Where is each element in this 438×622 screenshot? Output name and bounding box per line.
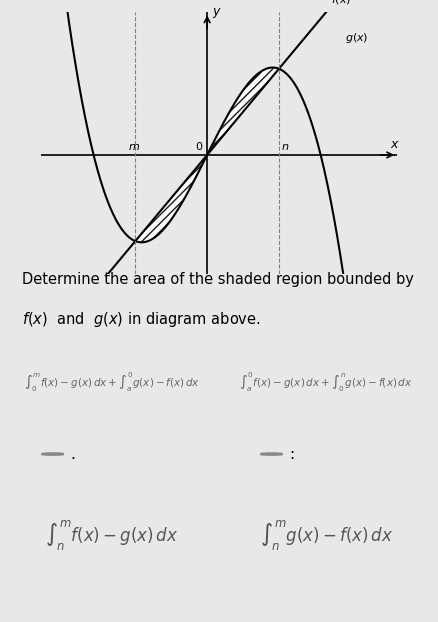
Circle shape [261,453,283,455]
Text: $\int_{0}^{m} f(x)-g(x)\,dx+\int_{a}^{0} g(x)-f(x)\,dx$: $\int_{0}^{m} f(x)-g(x)\,dx+\int_{a}^{0}… [24,370,200,394]
Text: $y$: $y$ [212,6,222,20]
Text: $m$: $m$ [128,142,140,152]
Text: $x$: $x$ [390,138,400,151]
Text: $\int_{n}^{m} f(x)-g(x)\,dx$: $\int_{n}^{m} f(x)-g(x)\,dx$ [45,518,178,552]
Circle shape [42,453,64,455]
Text: Determine the area of the shaded region bounded by: Determine the area of the shaded region … [22,272,414,287]
Text: $0$: $0$ [195,140,204,152]
Text: :: : [289,447,294,462]
Text: $f(x)$: $f(x)$ [331,0,351,6]
Text: $g(x)$: $g(x)$ [345,31,368,45]
Text: $f(x)$  and  $g(x)$ in diagram above.: $f(x)$ and $g(x)$ in diagram above. [22,310,261,329]
Text: $n$: $n$ [281,142,290,152]
Text: $\int_{a}^{0} f(x)-g(x)\,dx+\int_{0}^{n} g(x)-f(x)\,dx$: $\int_{a}^{0} f(x)-g(x)\,dx+\int_{0}^{n}… [240,370,413,394]
Text: $\int_{n}^{m} g(x)-f(x)\,dx$: $\int_{n}^{m} g(x)-f(x)\,dx$ [260,518,393,552]
Text: .: . [70,447,75,462]
